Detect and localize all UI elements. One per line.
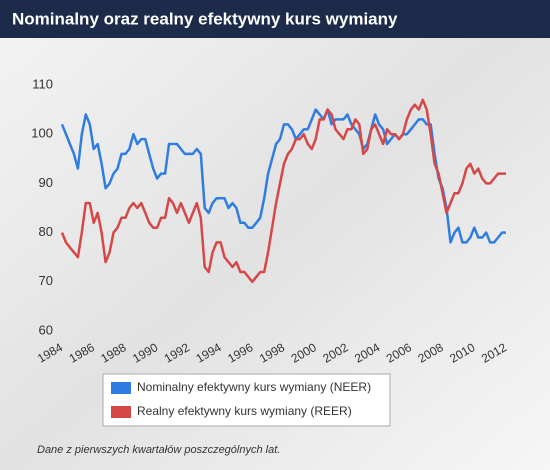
legend-swatch	[111, 406, 131, 418]
line	[60, 98, 506, 284]
y-tick-label: 80	[39, 224, 53, 239]
line	[60, 108, 506, 244]
title-bar	[0, 0, 550, 38]
y-tick-label: 110	[32, 76, 53, 91]
legend	[102, 373, 391, 427]
legend-label: Realny efektywny kurs wymiany (REER)	[137, 404, 352, 418]
note: Dane z pierwszych kwartałów poszczególny…	[37, 444, 280, 456]
y-tick-label: 60	[39, 322, 53, 337]
chart-title: Nominalny oraz realny efektywny kurs wym…	[12, 9, 398, 28]
legend-label: Nominalny efektywny kurs wymiany (NEER)	[137, 380, 371, 394]
y-tick-label: 90	[39, 175, 53, 190]
y-tick-label: 70	[39, 273, 53, 288]
y-tick-label: 100	[31, 126, 53, 141]
legend-swatch	[111, 382, 131, 394]
